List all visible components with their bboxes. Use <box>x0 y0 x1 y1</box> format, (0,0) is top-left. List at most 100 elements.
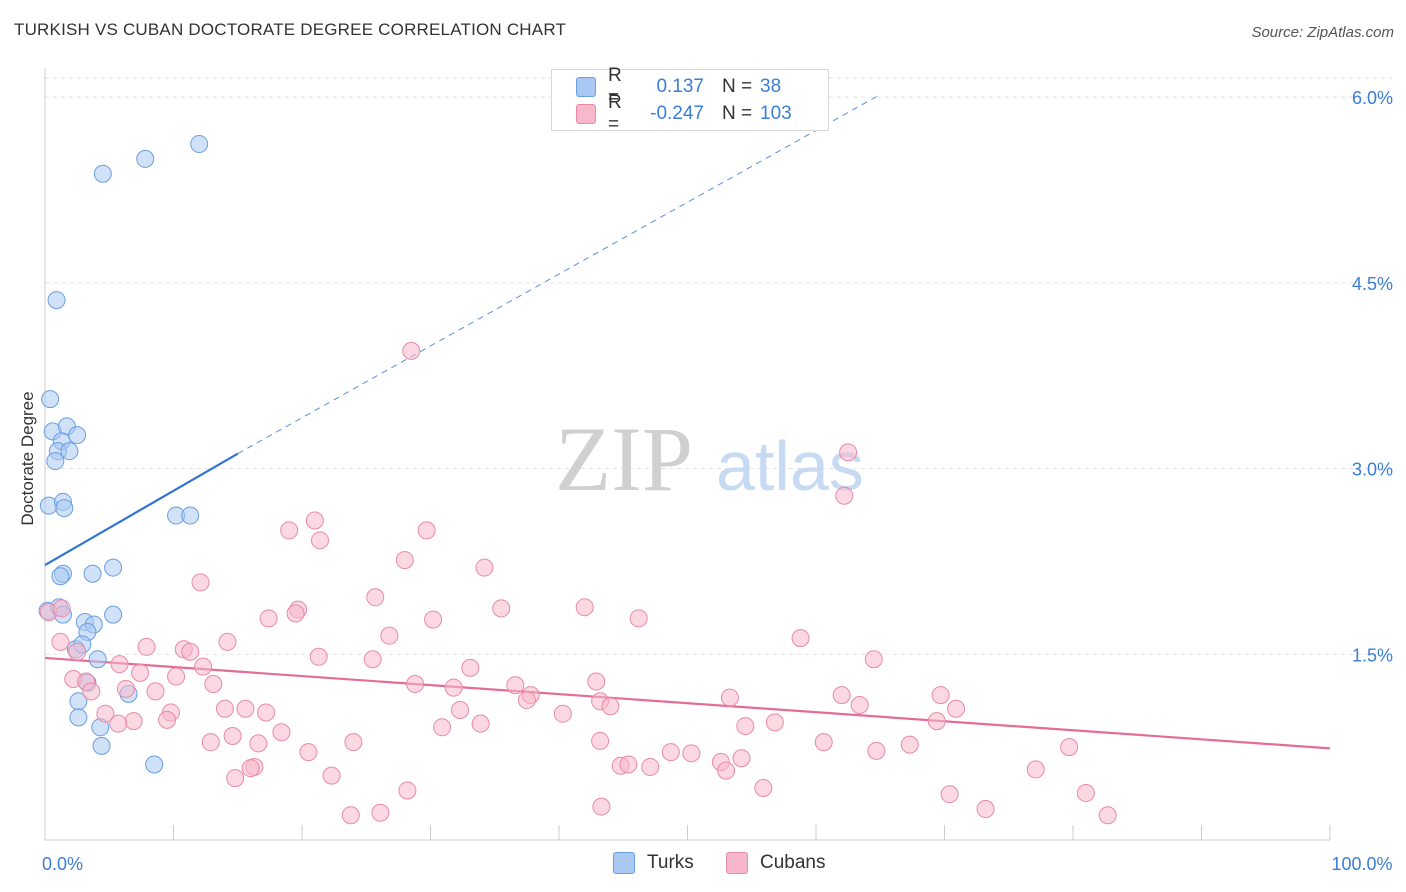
legend-r-value: 0.137 <box>656 76 704 97</box>
cubans-point <box>682 744 701 763</box>
cubans-point <box>433 718 452 737</box>
x-tick-label: 100.0% <box>1331 854 1392 874</box>
legend-n-value: 38 <box>760 76 782 97</box>
bottom-legend-turks[interactable]: Turks <box>613 850 694 876</box>
cubans-point <box>732 749 751 768</box>
legend-n-label: N = <box>722 76 753 97</box>
y-tick-label: 1.5% <box>1352 645 1393 665</box>
cubans-point <box>226 769 245 788</box>
cubans-point <box>124 712 143 731</box>
cubans-point <box>864 650 883 669</box>
bottom-legend-swatch-turks <box>613 852 635 874</box>
cubans-point <box>591 731 610 750</box>
legend-n-value: 103 <box>760 103 792 124</box>
cubans-point <box>444 678 463 697</box>
cubans-point <box>1026 760 1045 779</box>
turks-point <box>181 506 200 525</box>
stats-legend: R = 0.137 N = 38 R = -0.247 N = 103 <box>551 65 829 135</box>
cubans-point <box>363 650 382 669</box>
cubans-point <box>940 785 959 804</box>
cubans-point <box>471 714 490 733</box>
cubans-point <box>451 700 470 719</box>
bottom-legend-label-turks: Turks <box>647 852 694 873</box>
turks-point <box>68 426 87 445</box>
turks-point <box>145 755 164 774</box>
cubans-point <box>720 688 739 707</box>
legend-r-value: -0.247 <box>650 103 704 124</box>
cubans-point <box>736 717 755 736</box>
watermark-zip: ZIP <box>555 408 693 510</box>
cubans-point <box>867 741 886 760</box>
cubans-point <box>380 626 399 645</box>
turks-point <box>88 650 107 669</box>
legend-swatch-cubans <box>576 104 596 124</box>
cubans-point <box>754 778 773 797</box>
cubans-point <box>371 803 390 822</box>
cubans-point <box>167 667 186 686</box>
cubans-point <box>661 743 680 762</box>
cubans-point <box>299 743 318 762</box>
cubans-point <box>424 610 443 629</box>
cubans-point <box>201 733 220 752</box>
cubans-point <box>814 733 833 752</box>
cubans-point <box>1098 806 1117 825</box>
turks-point <box>46 452 65 471</box>
axis-labels: 1.5% 3.0% 4.5% 6.0% 0.0% 100.0% Doctorate Degr… <box>18 88 1393 874</box>
legend-swatch-turks <box>576 77 596 97</box>
turks-point <box>60 442 79 461</box>
cubans-point <box>96 704 115 723</box>
trend-lines <box>44 94 1331 750</box>
cubans-point <box>366 588 385 607</box>
cubans-point <box>475 558 494 577</box>
cubans-point <box>137 637 156 656</box>
cubans-point <box>461 658 480 677</box>
turks-point <box>104 558 123 577</box>
cubans-point <box>931 686 950 705</box>
cubans-point <box>417 521 436 540</box>
cubans-point <box>259 609 278 628</box>
turks-point <box>83 564 102 583</box>
cubans-point <box>82 682 101 701</box>
cubans-point <box>146 682 165 701</box>
cubans-point <box>257 703 276 722</box>
cubans-point <box>619 755 638 774</box>
cubans-point <box>553 704 572 723</box>
cubans-point <box>927 712 946 731</box>
cubans-point <box>309 647 328 666</box>
cubans-point <box>204 674 223 693</box>
chart-title: TURKISH VS CUBAN DOCTORATE DEGREE CORREL… <box>14 20 567 39</box>
cubans-point <box>344 733 363 752</box>
cubans-point <box>835 486 854 505</box>
turks-point <box>41 390 60 409</box>
cubans-point <box>947 699 966 718</box>
cubans-point <box>310 531 329 550</box>
cubans-point <box>592 797 611 816</box>
cubans-point <box>1060 738 1079 757</box>
cubans-point <box>517 691 536 710</box>
cubans-point <box>218 632 237 651</box>
cubans-point <box>109 714 128 733</box>
cubans-point <box>341 806 360 825</box>
cubans-point <box>406 674 425 693</box>
cubans-point <box>839 443 858 462</box>
cubans-point <box>280 521 299 540</box>
cubans-point <box>51 632 70 651</box>
turks-point <box>51 567 70 586</box>
cubans-point <box>791 629 810 648</box>
turks-trend-extension <box>237 94 881 455</box>
cubans-point <box>241 759 260 778</box>
cubans-point <box>52 599 71 618</box>
cubans-point <box>506 676 525 695</box>
cubans-point <box>900 735 919 754</box>
y-tick-label: 6.0% <box>1352 88 1393 108</box>
legend-row-turks: R = 0.137 N = 38 <box>576 65 798 108</box>
cubans-point <box>850 696 869 715</box>
bottom-legend-cubans[interactable]: Cubans <box>726 850 826 876</box>
cubans-point <box>116 679 135 698</box>
cubans-point <box>236 699 255 718</box>
cubans-point <box>398 781 417 800</box>
cubans-point <box>587 672 606 691</box>
cubans-point <box>717 761 736 780</box>
cubans-point <box>976 800 995 819</box>
